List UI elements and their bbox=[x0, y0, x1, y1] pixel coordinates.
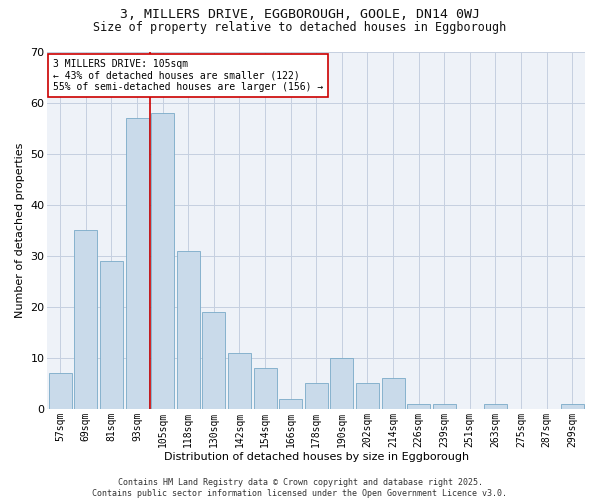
Bar bbox=[100, 261, 123, 409]
X-axis label: Distribution of detached houses by size in Eggborough: Distribution of detached houses by size … bbox=[164, 452, 469, 462]
Text: Contains HM Land Registry data © Crown copyright and database right 2025.
Contai: Contains HM Land Registry data © Crown c… bbox=[92, 478, 508, 498]
Bar bbox=[356, 384, 379, 409]
Bar bbox=[484, 404, 507, 409]
Bar bbox=[177, 250, 200, 409]
Bar bbox=[433, 404, 456, 409]
Bar bbox=[331, 358, 353, 409]
Bar bbox=[202, 312, 226, 409]
Bar bbox=[74, 230, 97, 409]
Bar bbox=[125, 118, 149, 409]
Text: Size of property relative to detached houses in Eggborough: Size of property relative to detached ho… bbox=[94, 22, 506, 35]
Bar bbox=[279, 398, 302, 409]
Bar bbox=[151, 113, 174, 409]
Bar bbox=[305, 384, 328, 409]
Bar bbox=[382, 378, 404, 409]
Bar bbox=[228, 353, 251, 409]
Text: 3, MILLERS DRIVE, EGGBOROUGH, GOOLE, DN14 0WJ: 3, MILLERS DRIVE, EGGBOROUGH, GOOLE, DN1… bbox=[120, 8, 480, 20]
Y-axis label: Number of detached properties: Number of detached properties bbox=[15, 142, 25, 318]
Bar bbox=[407, 404, 430, 409]
Bar bbox=[49, 373, 72, 409]
Bar bbox=[560, 404, 584, 409]
Text: 3 MILLERS DRIVE: 105sqm
← 43% of detached houses are smaller (122)
55% of semi-d: 3 MILLERS DRIVE: 105sqm ← 43% of detache… bbox=[53, 58, 323, 92]
Bar bbox=[254, 368, 277, 409]
